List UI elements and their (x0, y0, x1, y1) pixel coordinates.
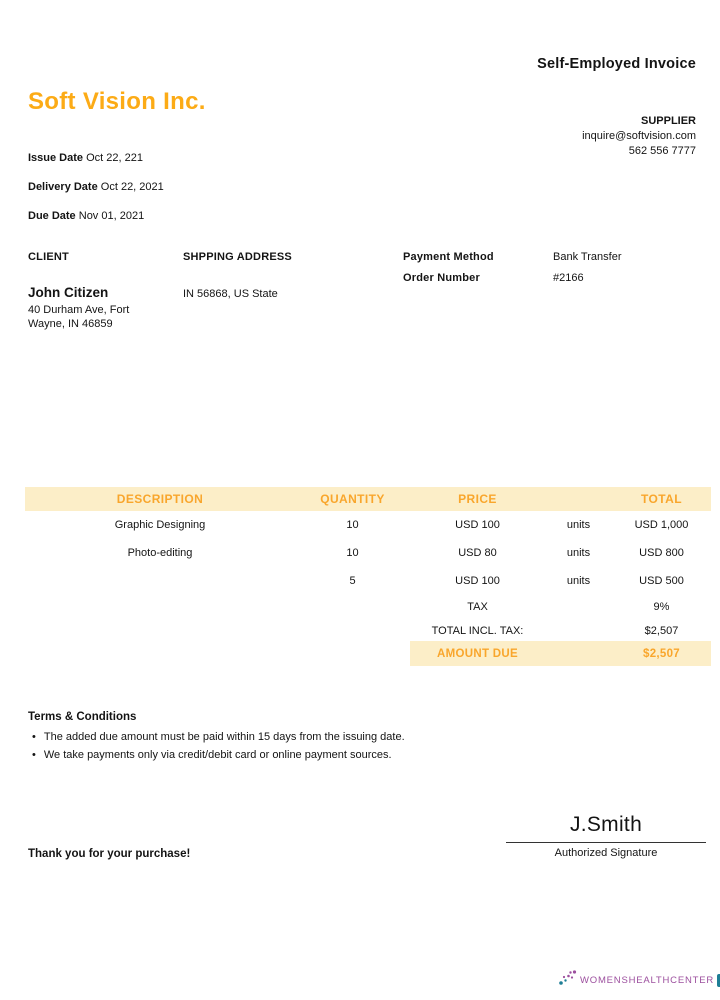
issue-date-label: Issue Date (28, 152, 84, 164)
dates-block: Issue Date Oct 22, 221 Delivery Date Oct… (28, 152, 164, 239)
watermark-logo: WOMENSHEALTHCENTER ORG (558, 963, 720, 987)
delivery-date-line: Delivery Date Oct 22, 2021 (28, 181, 164, 193)
cell-quantity: 10 (346, 547, 359, 559)
supplier-email: inquire@softvision.com (582, 130, 696, 142)
cell-unit: units (566, 575, 591, 587)
total-incl-tax-label: TOTAL INCL. TAX: (431, 625, 524, 637)
cell-total: USD 800 (639, 547, 684, 559)
tax-row: TAX 9% (25, 595, 711, 619)
cell-quantity: 10 (346, 519, 359, 531)
shipping-address: IN 56868, US State (183, 288, 278, 300)
delivery-date-value: Oct 22, 2021 (100, 181, 164, 193)
cell-price: USD 100 (455, 519, 500, 531)
signature-block: J.Smith Authorized Signature (506, 808, 706, 859)
order-number-label: Order Number (403, 272, 480, 284)
tax-value: 9% (653, 601, 670, 613)
table-header-row: DESCRIPTION QUANTITY PRICE TOTAL (25, 487, 711, 511)
due-date-line: Due Date Nov 01, 2021 (28, 210, 164, 222)
issue-date-line: Issue Date Oct 22, 221 (28, 152, 164, 164)
issue-date-value: Oct 22, 221 (86, 152, 143, 164)
table-row: 5 USD 100 units USD 500 (25, 567, 711, 595)
col-header-price: PRICE (458, 492, 497, 506)
cell-price: USD 100 (455, 575, 500, 587)
delivery-date-label: Delivery Date (28, 181, 98, 193)
supplier-heading: SUPPLIER (640, 115, 696, 127)
total-incl-tax-value: $2,507 (644, 625, 679, 637)
terms-item: We take payments only via credit/debit c… (28, 746, 548, 764)
cell-total: USD 500 (639, 575, 684, 587)
amount-due-value: $2,507 (643, 647, 680, 660)
due-date-value: Nov 01, 2021 (78, 210, 145, 222)
table-row: Graphic Designing 10 USD 100 units USD 1… (25, 511, 711, 539)
col-header-total: TOTAL (641, 492, 682, 506)
supplier-phone: 562 556 7777 (628, 145, 696, 157)
terms-section: Terms & Conditions The added due amount … (28, 711, 548, 764)
watermark-org-badge: ORG (717, 974, 720, 987)
payment-method-label: Payment Method (403, 251, 494, 263)
signature-label: Authorized Signature (554, 847, 658, 859)
cell-quantity: 5 (349, 575, 356, 587)
total-incl-tax-row: TOTAL INCL. TAX: $2,507 (25, 619, 711, 643)
cell-price: USD 80 (458, 547, 497, 559)
cell-description: Graphic Designing (114, 519, 206, 531)
client-block: John Citizen 40 Durham Ave, Fort Wayne, … (28, 285, 129, 331)
amount-due-row: AMOUNT DUE $2,507 (410, 641, 711, 666)
signature-name: J.Smith (506, 808, 706, 843)
client-address-line2: Wayne, IN 46859 (28, 317, 113, 330)
terms-item: The added due amount must be paid within… (28, 728, 548, 746)
table-body: Graphic Designing 10 USD 100 units USD 1… (25, 511, 711, 643)
logo-dots-icon (559, 970, 577, 985)
thank-you-note: Thank you for your purchase! (28, 848, 191, 860)
due-date-label: Due Date (28, 210, 76, 222)
col-header-quantity: QUANTITY (320, 492, 385, 506)
amount-due-label: AMOUNT DUE (437, 647, 518, 660)
cell-description: Photo-editing (127, 547, 193, 559)
document-title: Self-Employed Invoice (537, 56, 696, 72)
supplier-block: SUPPLIER inquire@softvision.com 562 556 … (582, 114, 696, 159)
col-header-description: DESCRIPTION (116, 492, 204, 506)
company-name: Soft Vision Inc. (28, 88, 206, 115)
cell-total: USD 1,000 (634, 519, 689, 531)
client-heading: CLIENT (28, 251, 69, 263)
terms-heading: Terms & Conditions (28, 711, 137, 723)
client-address-line1: 40 Durham Ave, Fort (28, 304, 130, 316)
client-name: John Citizen (28, 285, 109, 300)
table-row: Photo-editing 10 USD 80 units USD 800 (25, 539, 711, 567)
tax-label: TAX (467, 601, 488, 613)
shipping-heading: SHPPING ADDRESS (183, 251, 292, 263)
cell-unit: units (566, 547, 591, 559)
watermark-text: WOMENSHEALTHCENTER (580, 975, 715, 986)
payment-method-value: Bank Transfer (553, 251, 622, 263)
order-number-value: #2166 (553, 272, 584, 284)
cell-unit: units (566, 519, 591, 531)
